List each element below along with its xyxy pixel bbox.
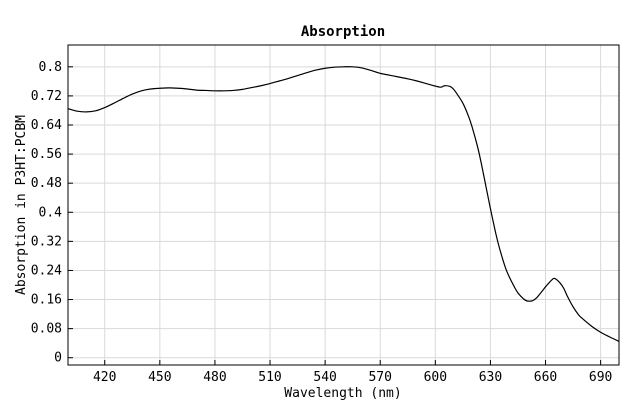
y-tick-label: 0.72 xyxy=(31,89,62,104)
y-tick-label: 0.56 xyxy=(31,147,62,162)
y-axis-title: Absorption in P3HT:PCBM xyxy=(14,115,29,295)
x-tick-label: 660 xyxy=(534,370,557,385)
x-tick-label: 480 xyxy=(203,370,226,385)
plot-area-frame xyxy=(67,44,620,366)
x-tick-label: 420 xyxy=(93,370,116,385)
y-tick-label: 0.4 xyxy=(39,205,63,220)
y-tick-label: 0.24 xyxy=(31,263,62,278)
x-tick-label: 690 xyxy=(589,370,612,385)
x-tick-label: 630 xyxy=(479,370,502,385)
y-tick-label: 0 xyxy=(54,351,62,366)
x-tick-label: 510 xyxy=(258,370,281,385)
x-axis-ticks: 420 450 480 510 540 570 600 630 660 690 xyxy=(93,360,612,385)
chart-title: Absorption xyxy=(301,24,385,40)
grid-lines xyxy=(68,45,619,365)
y-tick-label: 0.16 xyxy=(31,293,62,308)
x-tick-label: 600 xyxy=(424,370,447,385)
y-axis-ticks: 0 0.08 0.16 0.24 0.32 0.4 0.48 0.56 0.64 0.72 0.8 xyxy=(31,60,73,366)
x-tick-label: 540 xyxy=(313,370,336,385)
y-tick-label: 0.8 xyxy=(39,60,62,75)
y-tick-label: 0.08 xyxy=(31,322,62,337)
absorption-series-line xyxy=(67,66,620,342)
y-tick-label: 0.48 xyxy=(31,176,62,191)
y-tick-label: 0.32 xyxy=(31,234,62,249)
x-axis-title: Wavelength (nm) xyxy=(284,386,401,401)
x-tick-label: 570 xyxy=(368,370,391,385)
x-tick-label: 450 xyxy=(148,370,171,385)
y-tick-label: 0.64 xyxy=(31,118,62,133)
